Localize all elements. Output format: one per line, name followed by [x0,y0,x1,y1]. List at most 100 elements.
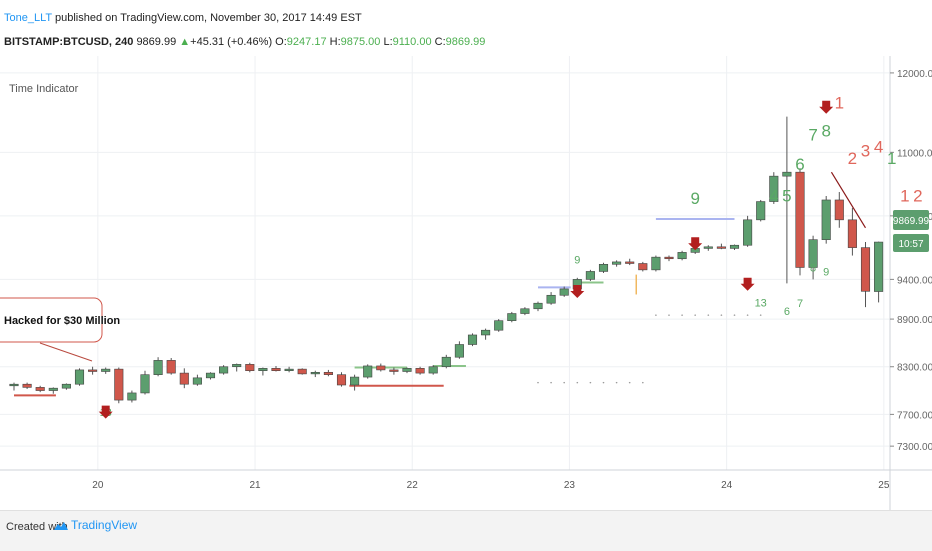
candle-body [101,368,111,372]
candle-body [363,365,373,378]
count-label: 2 [913,187,922,206]
down-arrow-icon [740,277,755,291]
price-chart[interactable]: Time Indicator 1399134567812341128967 12… [0,56,932,510]
candle [350,374,360,391]
candle [127,390,137,403]
dot-marker [720,314,723,316]
candle-body [612,261,622,265]
candle [166,358,176,375]
candle-body [664,256,674,260]
candle-body [756,201,766,221]
candle [101,367,111,374]
candle-body [22,383,32,388]
candle [467,333,478,347]
callout-text: Hacked for $30 Million [4,315,120,327]
candle-body [9,383,19,387]
candle [258,367,268,376]
count-label: 1 [835,94,844,113]
candle [677,250,687,261]
candle [284,366,294,373]
candle-body [625,261,635,264]
dot-marker [537,381,539,384]
brand-text: TradingView [71,518,138,532]
dot-marker [589,381,592,384]
candle [35,385,45,393]
time-axis: 2021222324252627282930 [92,480,890,491]
open-value: 9247.17 [286,36,327,48]
candle [153,357,163,377]
trend-line [830,171,867,229]
price-badge-text: 9869.99 [893,216,930,227]
candle [219,365,229,375]
candle [74,368,85,386]
candle [192,374,202,386]
candle [874,241,884,303]
dot-marker [707,314,710,316]
candle-body [232,364,242,368]
candle-body [860,247,871,292]
up-triangle-icon: ▲ [179,36,191,48]
candle [271,365,281,372]
dot-marker [694,314,696,316]
candle [494,319,504,332]
price-change: +45.31 (+0.46%) [190,36,273,48]
candle [756,199,766,222]
high-label: H: [329,36,341,48]
candle [847,207,857,256]
tradingview-logo[interactable]: TradingView [54,518,137,532]
count-label: 7 [808,125,817,144]
candle [651,255,661,272]
dot-marker [550,381,552,384]
candle [481,328,491,340]
low-value: 9110.00 [392,36,432,48]
dot-marker [733,314,736,316]
candle [363,364,373,379]
candle-body [481,329,491,336]
symbol-info: BITSTAMP:BTCUSD, 240 9869.99 ▲+45.31 (+0… [0,33,932,51]
candle-body [48,387,58,391]
candle [520,307,530,316]
candle-body [507,313,517,321]
count-label: 6 [784,306,790,318]
callout-pointer [39,342,93,362]
candle [795,168,805,276]
candle-body [743,219,753,246]
count-label: 13 [755,297,767,309]
down-arrow-icon [98,405,113,419]
candle-body [847,219,857,248]
price-badge: 9869.99 [893,210,930,230]
dot-marker [655,314,657,316]
created-with-text: Created with [6,521,68,533]
author-link[interactable]: Tone_LLT [4,12,52,24]
candle-body [284,368,294,372]
candle [559,286,569,297]
candle-body [140,374,150,394]
candle-body [782,171,792,177]
down-arrow-icon [570,284,585,298]
candle [9,382,19,391]
count-label: 9 [574,255,580,267]
symbol-label[interactable]: BITSTAMP:BTCUSD, 240 [4,36,134,48]
candle [454,341,464,359]
candle [376,363,386,372]
count-label: 8 [810,262,816,274]
hack-callout[interactable]: Hacked for $30 Million [0,297,120,343]
y-tick-label: 9400.00 [897,275,932,286]
dot-marker [668,314,670,316]
candle-body [729,244,740,249]
close-value: 9869.99 [445,36,486,48]
candle-body [454,344,464,358]
open-label: O: [275,36,287,48]
candle [48,387,58,394]
last-price: 9869.99 [136,36,177,48]
candle [808,235,818,280]
candle-body [179,372,189,385]
dot-marker [746,314,749,316]
y-tick-label: 12000.00 [897,69,932,80]
candle-body [245,364,255,372]
x-tick-label: 21 [249,480,261,491]
candle [703,245,713,251]
down-arrow-icon [688,237,703,251]
candle-body [192,377,202,385]
candle-body [494,320,504,331]
